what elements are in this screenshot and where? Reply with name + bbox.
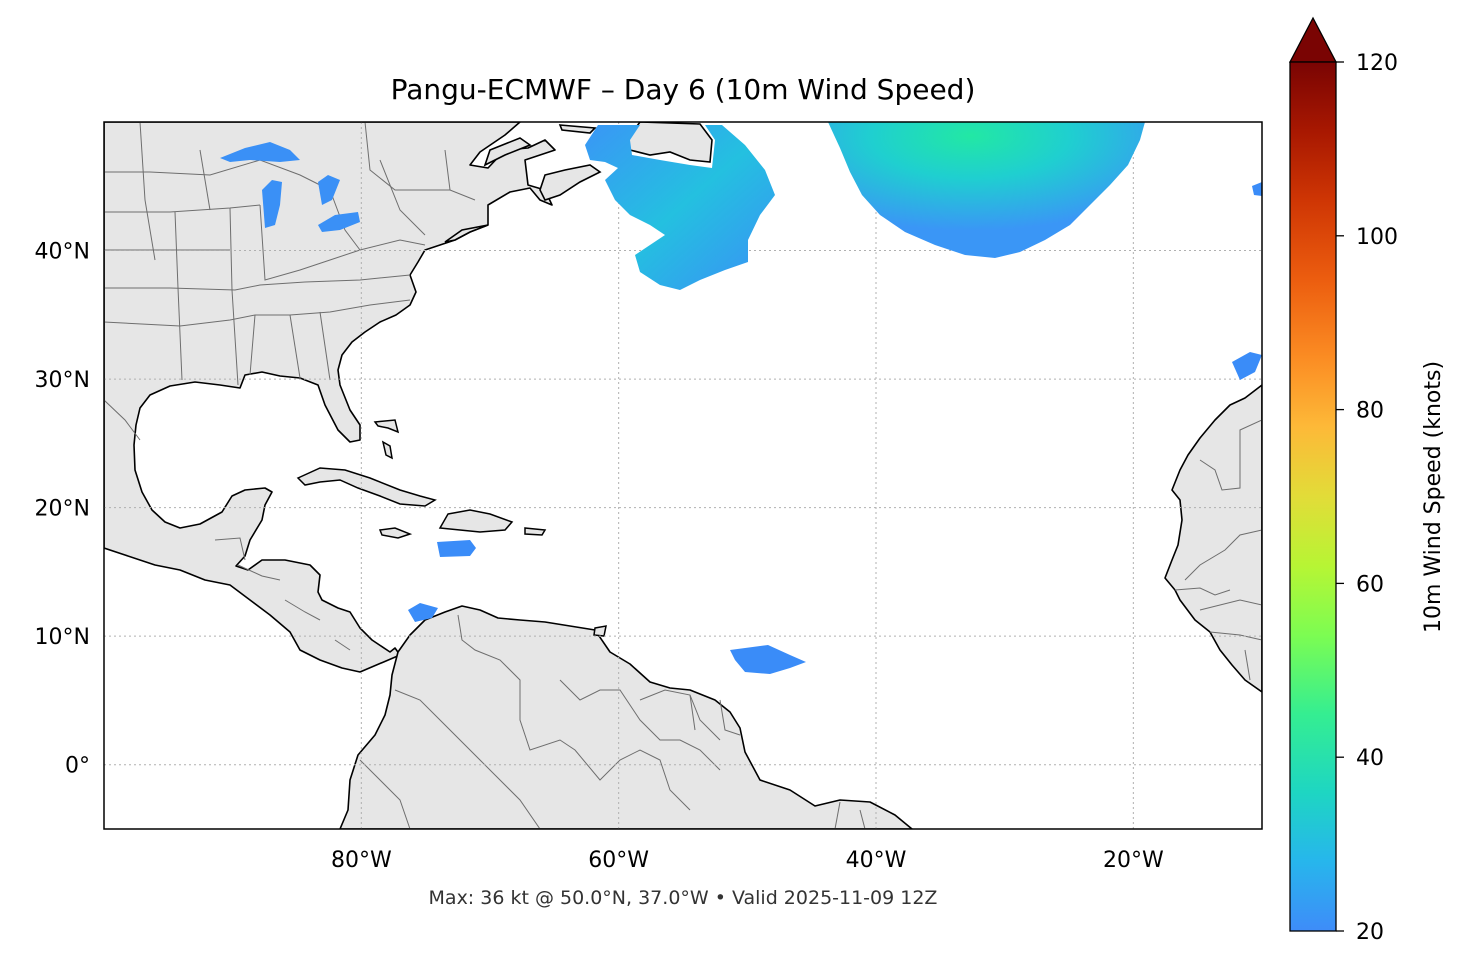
footer-text: Max: 36 kt @ 50.0°N, 37.0°W • Valid 2025… — [429, 887, 938, 909]
latitude-labels: 40°N 30°N 20°N 10°N 0° — [35, 240, 90, 779]
land-north-america — [104, 122, 556, 673]
tropical-atlantic-wind — [730, 645, 806, 674]
lon-tick-label: 40°W — [846, 848, 907, 873]
caribbean-islands — [296, 419, 607, 637]
gridlines — [104, 122, 1262, 829]
wind-shading — [220, 122, 1262, 674]
colorbar-label: 10m Wind Speed (knots) — [1421, 361, 1446, 633]
colorbar-extend-arrow — [1288, 16, 1338, 63]
colorbar-tick-label: 100 — [1356, 225, 1398, 250]
borders — [104, 122, 1262, 829]
lat-tick-label: 0° — [65, 754, 90, 779]
colorbar-tick-label: 80 — [1356, 399, 1384, 424]
lat-tick-label: 30°N — [35, 368, 90, 393]
land-south-america — [339, 605, 913, 829]
colorbar-gradient — [1289, 61, 1337, 932]
great-lakes-wind — [220, 142, 360, 232]
map-area — [104, 122, 1262, 829]
colorbar-tick-label: 120 — [1356, 51, 1398, 76]
lon-tick-label: 20°W — [1103, 848, 1164, 873]
lon-tick-label: 80°W — [331, 848, 392, 873]
lat-tick-label: 10°N — [35, 625, 90, 650]
map-frame — [103, 121, 1263, 830]
land-africa — [1164, 384, 1262, 693]
colorbar-ticks: 20 40 60 80 100 120 — [1336, 51, 1398, 945]
lat-tick-label: 40°N — [35, 240, 90, 265]
lon-tick-label: 60°W — [588, 848, 649, 873]
south-caribbean-wind — [408, 603, 438, 622]
caribbean-wind — [437, 540, 476, 557]
lat-tick-label: 20°N — [35, 497, 90, 522]
colorbar-tick-label: 40 — [1356, 746, 1384, 771]
colorbar: 20 40 60 80 100 120 10m Wind Speed (knots) — [1288, 16, 1446, 945]
map-title: Pangu-ECMWF – Day 6 (10m Wind Speed) — [391, 73, 976, 106]
north-atlantic-high-wind — [828, 122, 1145, 258]
newfoundland-wind — [585, 125, 775, 290]
longitude-labels: 80°W 60°W 40°W 20°W — [331, 848, 1164, 873]
colorbar-tick-label: 20 — [1356, 920, 1384, 945]
canary-wind — [1232, 182, 1262, 380]
colorbar-tick-label: 60 — [1356, 572, 1384, 597]
